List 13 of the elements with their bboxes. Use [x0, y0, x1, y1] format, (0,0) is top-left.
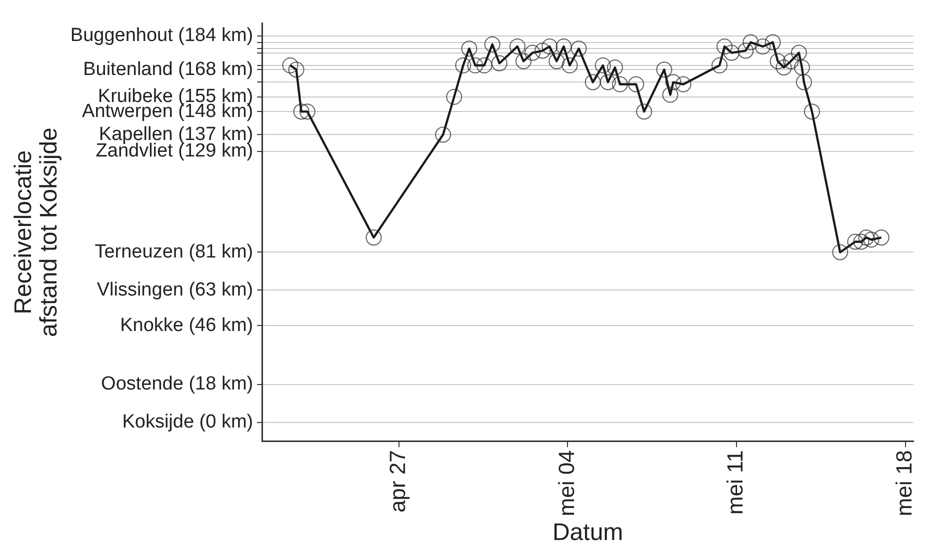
y-tick-label: Vlissingen (63 km)	[96, 279, 254, 300]
y-axis-title: Receiverlocatie afstand tot Koksijde	[10, 128, 62, 338]
x-tick-label: mei 18	[892, 450, 917, 516]
y-tick-label: Koksijde (0 km)	[122, 412, 254, 433]
x-tick-label: mei 11	[722, 450, 748, 515]
x-tick-label: mei 04	[554, 450, 579, 516]
y-tick-label: Oostende (18 km)	[101, 374, 254, 395]
x-axis-title: Datum	[552, 519, 624, 546]
y-tick-label: Buggenhout (184 km)	[70, 25, 254, 46]
y-tick-label: Knokke (46 km)	[120, 314, 254, 336]
x-tick-label: apr 27	[384, 450, 410, 513]
y-tick-label: Buitenland (168 km)	[83, 58, 254, 80]
y-tick-label: Terneuzen (81 km)	[94, 241, 254, 262]
